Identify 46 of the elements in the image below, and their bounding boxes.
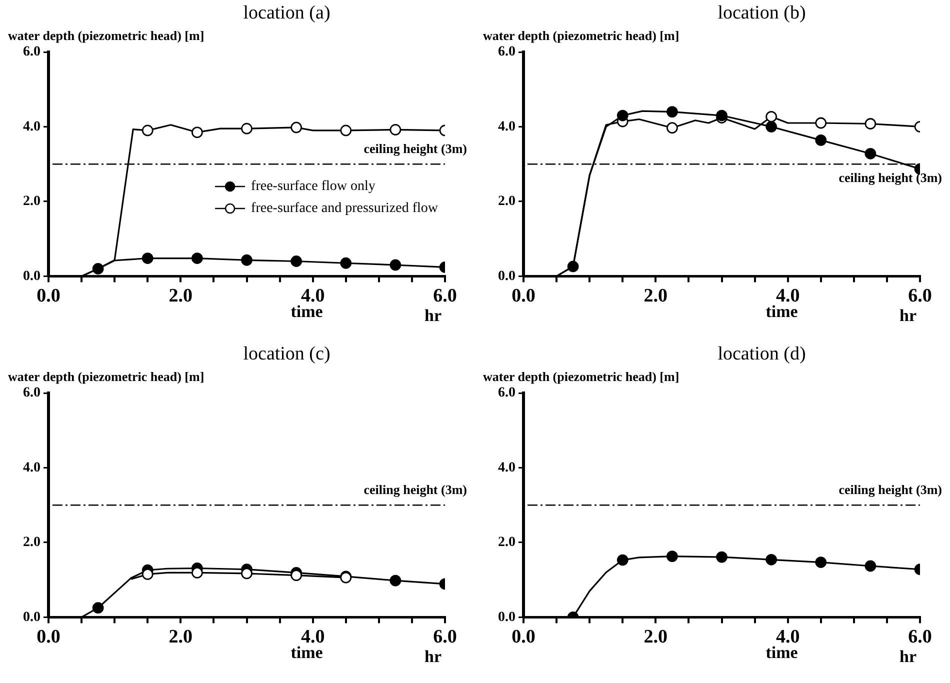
x-tick-label: 0.0	[36, 626, 60, 648]
chart-title: location (b)	[718, 2, 806, 24]
x-tick-label: 2.0	[644, 626, 668, 648]
ref-line-label: ceiling height (3m)	[364, 140, 467, 156]
y-tick-label: 0.0	[23, 268, 40, 284]
y-tick-label: 6.0	[23, 386, 40, 401]
y-tick-label: 4.0	[498, 119, 516, 134]
y-tick-label: 0.0	[23, 610, 40, 625]
x-tick-label: 2.0	[168, 286, 193, 307]
y-tick-label: 2.0	[498, 535, 516, 550]
text: hr	[424, 647, 442, 666]
y-tick-label: 4.0	[23, 119, 40, 134]
y-tick-label: 4.0	[498, 460, 516, 476]
y-tick-label: 2.0	[498, 194, 516, 210]
y-axis-title: water depth (piezometric head) [m]	[483, 28, 680, 43]
ref-line-label: ceiling height (3m)	[838, 170, 942, 185]
ref-line-label: ceiling height (3m)	[364, 482, 467, 497]
ref-line-label: ceiling height (3m)	[838, 482, 942, 497]
chart-title: location (a)	[243, 2, 330, 24]
x-tick-label: 0.0	[512, 286, 536, 307]
y-tick-label: 6.0	[23, 44, 40, 60]
chart-title: location (c)	[243, 343, 330, 364]
x-tick-label: 2.0	[168, 626, 193, 648]
text: hr	[424, 306, 442, 326]
y-tick-label: 2.0	[23, 535, 40, 550]
x-tick-label: 0.0	[36, 286, 60, 307]
y-axis-title: water depth (piezometric head) [m]	[8, 368, 204, 384]
y-tick-label: 0.0	[498, 268, 516, 284]
y-tick-label: 4.0	[23, 460, 40, 476]
y-axis-title: water depth (piezometric head) [m]	[483, 368, 680, 384]
legend-label: free-surface flow only	[251, 179, 376, 194]
x-tick-label: 0.0	[512, 626, 536, 648]
y-tick-label: 2.0	[23, 194, 40, 210]
chart-title: location (d)	[718, 343, 806, 364]
y-axis-title: water depth (piezometric head) [m]	[8, 28, 204, 43]
x-tick-label: 6.0	[433, 626, 457, 648]
y-tick-label: 6.0	[498, 386, 516, 401]
y-tick-label: 0.0	[498, 610, 516, 625]
text: hr	[900, 647, 917, 666]
y-tick-label: 6.0	[498, 44, 516, 60]
legend-label: free-surface and pressurized flow	[251, 201, 439, 216]
x-tick-label: 6.0	[433, 286, 457, 307]
x-tick-label: 2.0	[644, 286, 668, 307]
text: hr	[900, 306, 917, 326]
x-tick-label: 6.0	[908, 286, 932, 307]
x-tick-label: 6.0	[908, 626, 932, 648]
